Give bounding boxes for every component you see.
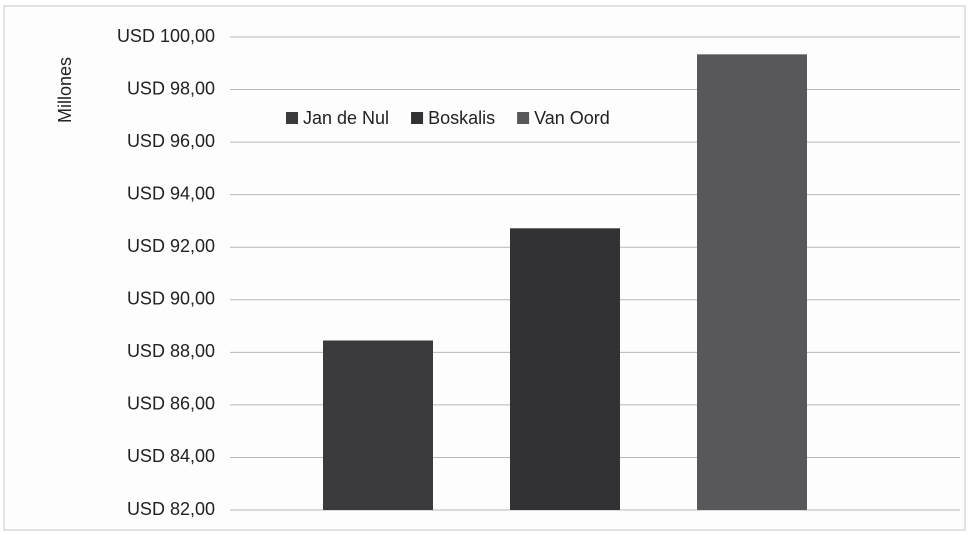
bar [697, 54, 807, 511]
legend-label: Boskalis [428, 108, 495, 128]
legend-swatch [286, 112, 298, 124]
y-axis-label: Millones [55, 57, 75, 123]
legend-label: Van Oord [534, 108, 610, 128]
bar [323, 340, 433, 510]
y-tick-label: USD 92,00 [127, 236, 215, 256]
y-tick-label: USD 94,00 [127, 183, 215, 203]
y-tick-label: USD 100,00 [117, 26, 215, 46]
y-tick-label: USD 84,00 [127, 446, 215, 466]
y-tick-label: USD 96,00 [127, 131, 215, 151]
legend-label: Jan de Nul [303, 108, 389, 128]
legend-swatch [411, 112, 424, 124]
y-tick-label: USD 98,00 [127, 78, 215, 98]
y-tick-label: USD 90,00 [127, 289, 215, 309]
y-tick-label: USD 82,00 [127, 499, 215, 519]
y-tick-label: USD 88,00 [127, 341, 215, 361]
y-tick-label: USD 86,00 [127, 394, 215, 414]
legend-swatch [517, 112, 530, 124]
bar [510, 228, 620, 510]
